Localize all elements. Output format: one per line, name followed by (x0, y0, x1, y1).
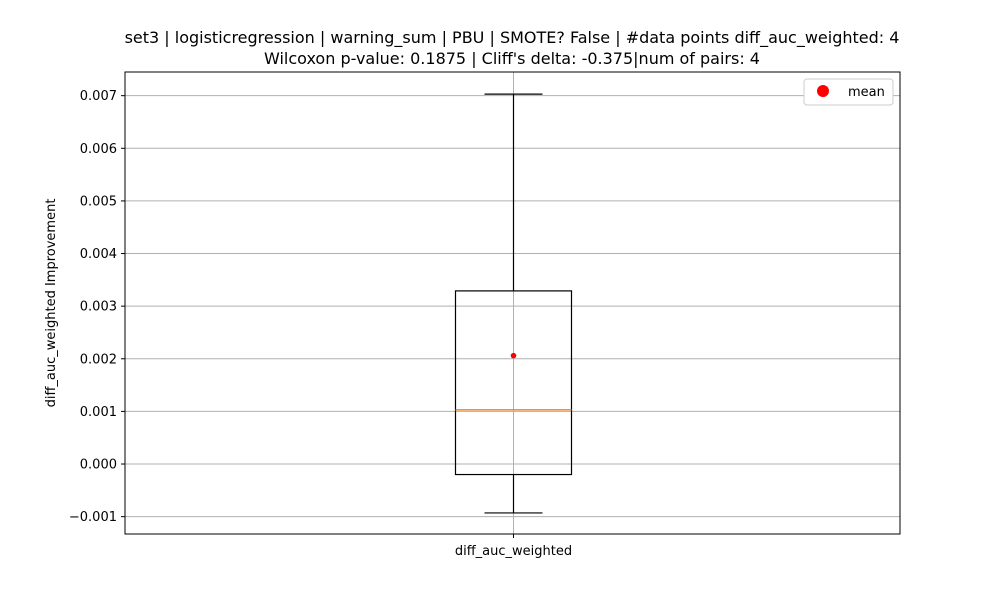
chart-title-line2: Wilcoxon p-value: 0.1875 | Cliff's delta… (264, 49, 760, 68)
legend: mean (803, 78, 894, 106)
x-tick-label: diff_auc_weighted (455, 544, 572, 559)
y-axis-ticks: −0.001 0.000 0.001 0.002 0.003 0.004 0.005 0.00… (69, 89, 125, 525)
y-tick-label: 0.002 (80, 352, 117, 367)
grid-lines (125, 72, 900, 534)
y-tick-label: 0.007 (80, 89, 117, 104)
legend-frame (803, 78, 894, 106)
y-tick-label: 0.000 (80, 458, 117, 473)
x-axis-ticks: diff_auc_weighted (455, 534, 572, 559)
legend-mean-marker (817, 85, 829, 97)
y-tick-label: 0.005 (80, 194, 117, 209)
y-tick-label: 0.006 (80, 142, 117, 157)
mean-marker (510, 352, 517, 359)
plot-frame (124, 71, 901, 535)
y-tick-label: 0.003 (80, 300, 117, 315)
chart-title-line1: set3 | logisticregression | warning_sum … (125, 28, 900, 48)
box-plot (454, 93, 573, 514)
y-tick-label: −0.001 (69, 510, 117, 525)
legend-mean-label: mean (848, 85, 885, 100)
y-tick-label: 0.004 (80, 247, 117, 262)
y-axis-label: diff_auc_weighted Improvement (44, 199, 59, 408)
box-iqr (454, 290, 573, 476)
y-tick-label: 0.001 (80, 405, 117, 420)
